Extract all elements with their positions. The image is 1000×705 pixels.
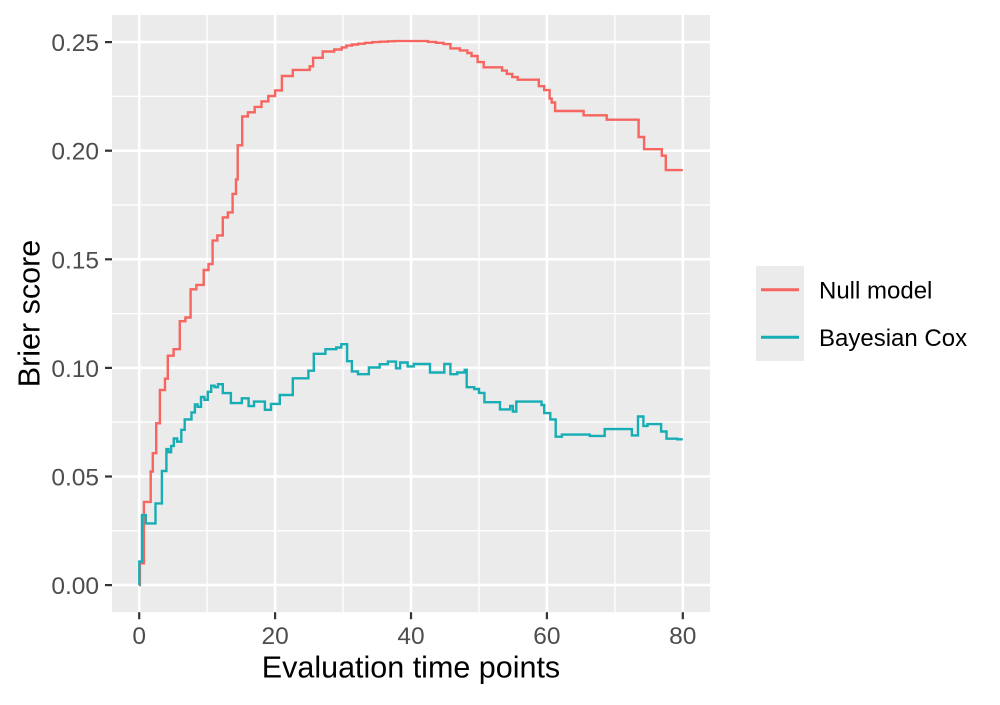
svg-text:40: 40 xyxy=(397,623,424,650)
svg-text:20: 20 xyxy=(261,623,288,650)
svg-text:Evaluation time points: Evaluation time points xyxy=(262,650,560,684)
svg-text:Bayesian Cox: Bayesian Cox xyxy=(819,325,967,352)
svg-text:0: 0 xyxy=(132,623,146,650)
svg-text:0.25: 0.25 xyxy=(51,30,99,57)
svg-text:0.00: 0.00 xyxy=(51,573,99,600)
svg-text:80: 80 xyxy=(669,623,696,650)
svg-text:0.20: 0.20 xyxy=(51,139,99,166)
svg-text:0.05: 0.05 xyxy=(51,465,99,492)
svg-text:0.10: 0.10 xyxy=(51,356,99,383)
svg-text:Null model: Null model xyxy=(819,277,932,304)
svg-text:60: 60 xyxy=(533,623,560,650)
svg-text:Brier score: Brier score xyxy=(13,240,47,387)
svg-text:0.15: 0.15 xyxy=(51,247,99,274)
